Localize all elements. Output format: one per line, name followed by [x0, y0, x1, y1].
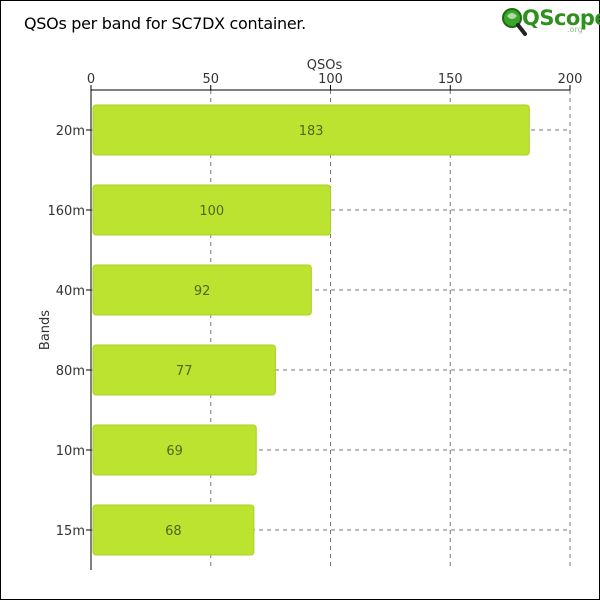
y-tick-label: 15m — [56, 524, 85, 539]
bar — [92, 504, 255, 556]
y-tick-label: 10m — [56, 444, 85, 459]
bar-value-label: 92 — [194, 284, 211, 299]
y-tick-label: 80m — [56, 364, 85, 379]
bar-value-label: 69 — [166, 444, 183, 459]
bar — [92, 264, 312, 316]
bar-value-label: 77 — [176, 364, 193, 379]
x-axis-title: QSOs — [307, 58, 343, 73]
x-tick-label: 0 — [87, 72, 95, 87]
bar — [92, 104, 530, 156]
bar — [92, 344, 276, 396]
magnifier-icon — [502, 8, 527, 36]
x-tick-label: 150 — [438, 72, 463, 87]
x-tick-label: 50 — [202, 72, 219, 87]
page-title: QSOs per band for SC7DX container. — [24, 14, 306, 33]
y-tick-label: 40m — [56, 284, 85, 299]
qscope-logo[interactable]: QScope .org — [500, 4, 600, 38]
logo-subtext: .org — [567, 25, 583, 34]
x-tick-label: 100 — [318, 72, 343, 87]
logo-text: QScope — [522, 6, 600, 30]
bar — [92, 424, 257, 476]
x-tick-label: 200 — [558, 72, 583, 87]
bar-value-label: 100 — [199, 204, 224, 219]
bar — [92, 184, 331, 236]
y-tick-label: 20m — [56, 124, 85, 139]
bar-value-label: 68 — [165, 524, 182, 539]
y-tick-label: 160m — [48, 204, 85, 219]
bar-value-label: 183 — [299, 124, 324, 139]
y-axis-title: Bands — [38, 310, 53, 350]
